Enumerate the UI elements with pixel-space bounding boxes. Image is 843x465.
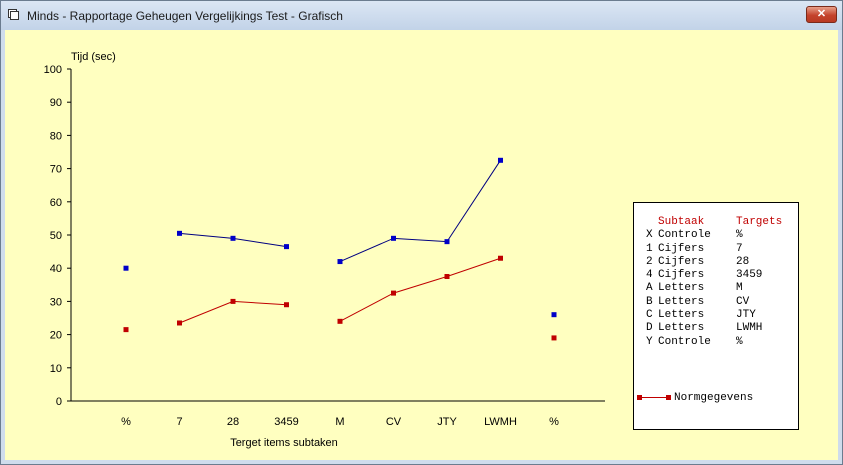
- x-tick-label: LWMH: [484, 416, 517, 428]
- legend-code: 4: [646, 269, 653, 282]
- legend-header-targets: Targets: [736, 216, 783, 228]
- legend-target: M: [736, 282, 743, 295]
- y-tick-label: 70: [50, 164, 62, 176]
- legend-row: D Letters LWMH: [646, 322, 782, 335]
- x-axis-label: Terget items subtaken: [230, 437, 338, 449]
- norm-label: Normgegevens: [674, 392, 754, 404]
- series-line: [339, 160, 501, 263]
- data-point: [284, 244, 289, 250]
- legend-name: Controle: [658, 229, 711, 242]
- legend-header-row: Subtaak Targets: [646, 216, 782, 229]
- x-tick-label: M: [335, 416, 344, 428]
- data-point: [177, 230, 182, 236]
- legend-row: A Letters M: [646, 282, 782, 295]
- legend-row: X Controle%: [646, 229, 782, 242]
- norm-swatch: [637, 395, 671, 400]
- chart-plot: [123, 157, 557, 341]
- legend-code: C: [646, 309, 653, 322]
- y-tick-label: 20: [50, 330, 62, 342]
- x-tick-label: JTY: [437, 416, 457, 428]
- data-point: [230, 298, 236, 304]
- close-button[interactable]: ✕: [806, 6, 837, 23]
- y-tick-label: 10: [50, 363, 62, 375]
- data-point: [123, 327, 129, 333]
- legend-code: D: [646, 322, 653, 335]
- legend-name: Cijfers: [658, 269, 705, 282]
- legend-code: B: [646, 295, 653, 308]
- data-point: [337, 259, 343, 265]
- data-point: [498, 157, 503, 163]
- legend-target: 28: [736, 255, 750, 268]
- app-icon: [8, 9, 19, 20]
- y-tick-label: 90: [50, 97, 62, 109]
- legend-target: %: [736, 229, 743, 242]
- legend-rows: X Controle% 1 Cijfers 7 2 Cijfers 28 4 Cijfers 345…: [646, 229, 782, 349]
- legend-name: Letters: [658, 309, 705, 322]
- legend-name: Cijfers: [658, 255, 705, 268]
- x-tick-label: 3459: [274, 416, 298, 428]
- legend-row: 2 Cijfers 28: [646, 256, 782, 269]
- legend-target: LWMH: [736, 322, 763, 335]
- legend-target: JTY: [736, 309, 756, 322]
- legend-table: Subtaak Targets X Controle% 1 Cijfers 7 2 Cijfe…: [646, 216, 782, 349]
- x-tick-label: CV: [386, 416, 402, 428]
- series-line: [179, 300, 287, 324]
- legend-row: C Letters JTY: [646, 309, 782, 322]
- legend-code: 1: [646, 242, 653, 255]
- legend-name: Letters: [658, 282, 705, 295]
- legend-code: 2: [646, 255, 653, 268]
- data-point: [498, 255, 503, 261]
- chart-axes: 0 10 20 30 40 50 60 70 80 90 100% 7 28 3459 M CV JTY LWMH…: [44, 64, 605, 428]
- y-axis-label: Tijd (sec): [71, 51, 116, 63]
- y-tick-label: 40: [50, 263, 62, 275]
- title-bar[interactable]: Minds - Rapportage Geheugen Vergelijking…: [1, 1, 842, 30]
- legend-name: Letters: [658, 322, 705, 335]
- legend-header-subtaak: Subtaak: [658, 216, 705, 228]
- x-tick-label: %: [549, 416, 559, 428]
- close-icon: ✕: [816, 8, 827, 20]
- data-point: [391, 290, 396, 296]
- data-point: [337, 318, 343, 324]
- line-chart: Tijd (sec) Terget items subtaken 0 10 20 30…: [44, 51, 605, 449]
- x-tick-label: 7: [176, 416, 182, 428]
- y-tick-label: 50: [50, 230, 62, 242]
- legend-target: CV: [736, 295, 750, 308]
- series-line: [339, 257, 501, 322]
- legend-row: Y Controle%: [646, 336, 782, 349]
- legend-target: %: [736, 335, 743, 348]
- series-0: [123, 157, 557, 318]
- legend-code: Y: [646, 335, 653, 348]
- x-tick-label: 28: [227, 416, 239, 428]
- legend-code: X: [646, 229, 653, 242]
- data-point: [444, 274, 450, 279]
- data-point: [123, 265, 129, 271]
- y-tick-label: 100: [44, 64, 62, 76]
- data-point: [284, 302, 289, 308]
- legend-row: 4 Cijfers 3459: [646, 269, 782, 282]
- legend-target: 3459: [736, 269, 763, 282]
- chart-area: Tijd (sec) Terget items subtaken 0 10 20 30…: [5, 30, 838, 460]
- legend-target: 7: [736, 242, 743, 255]
- x-tick-label: %: [121, 416, 131, 428]
- legend-name: Controle: [658, 335, 711, 348]
- data-point: [391, 235, 396, 241]
- data-point: [551, 335, 557, 341]
- y-tick-label: 30: [50, 296, 62, 308]
- legend-row: B Letters CV: [646, 296, 782, 309]
- data-point: [551, 312, 557, 318]
- legend: Subtaak Targets X Controle% 1 Cijfers 7 2 Cijfe…: [633, 202, 799, 430]
- window-title: Minds - Rapportage Geheugen Vergelijking…: [27, 9, 343, 23]
- data-point: [177, 320, 182, 326]
- data-point: [444, 239, 450, 245]
- legend-name: Cijfers: [658, 242, 705, 255]
- y-tick-label: 80: [50, 130, 62, 142]
- legend-code: A: [646, 282, 653, 295]
- series-1: [123, 255, 557, 341]
- legend-row: 1 Cijfers 7: [646, 243, 782, 256]
- data-point: [230, 235, 236, 241]
- y-tick-label: 0: [56, 396, 62, 408]
- legend-name: Letters: [658, 295, 705, 308]
- y-tick-label: 60: [50, 197, 62, 209]
